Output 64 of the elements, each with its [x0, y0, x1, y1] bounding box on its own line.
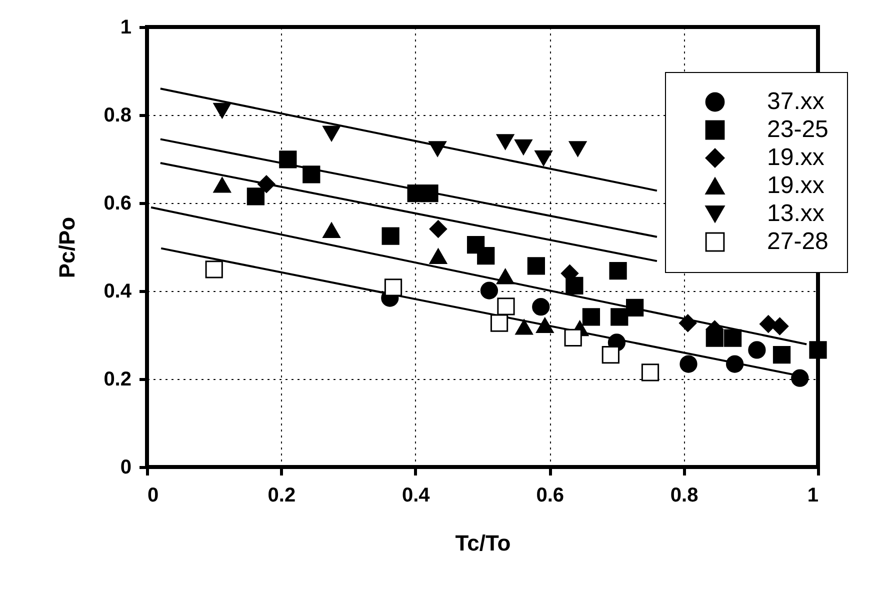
point	[564, 328, 582, 346]
y-tick-label: 0.4	[104, 280, 132, 302]
point	[213, 177, 231, 193]
point	[429, 248, 448, 264]
point	[490, 314, 508, 332]
x-tick-label: 0	[148, 484, 159, 506]
point	[382, 227, 400, 245]
legend-label: 27-28	[767, 228, 828, 255]
point	[497, 298, 515, 316]
legend-label: 13.xx	[767, 200, 824, 227]
point	[626, 298, 644, 317]
point	[566, 276, 584, 295]
point	[429, 220, 448, 238]
x-tick-label: 0.8	[670, 484, 698, 506]
x-tick-label: 0.2	[268, 484, 296, 506]
point	[809, 341, 827, 359]
y-tick-label: 0	[120, 456, 132, 478]
point	[582, 308, 600, 326]
point	[791, 369, 809, 387]
point	[515, 319, 533, 335]
point	[428, 141, 446, 157]
point	[679, 314, 697, 332]
y-tick-label: 0.2	[104, 368, 132, 390]
point	[420, 184, 438, 202]
legend-label: 19.xx	[767, 144, 824, 171]
point	[726, 355, 744, 373]
point	[568, 141, 587, 157]
point	[496, 134, 514, 150]
legend-label: 19.xx	[767, 172, 824, 199]
x-axis-title: Tc/To	[455, 530, 511, 556]
point	[772, 346, 791, 364]
point	[279, 150, 297, 168]
point	[536, 318, 554, 334]
point	[748, 341, 766, 359]
point	[609, 262, 627, 280]
point	[724, 329, 742, 347]
point	[680, 355, 698, 373]
point	[384, 278, 402, 296]
y-tick-label: 1	[120, 16, 132, 38]
point	[302, 166, 320, 184]
x-tick-label: 0.6	[536, 484, 564, 506]
point	[496, 268, 514, 284]
point	[322, 222, 340, 238]
point	[527, 257, 545, 275]
point	[534, 150, 552, 166]
point	[246, 188, 265, 206]
point	[514, 139, 532, 155]
point	[610, 308, 628, 326]
legend-label: 37.xx	[767, 88, 824, 115]
point	[602, 346, 620, 364]
point	[322, 126, 340, 142]
point	[205, 260, 223, 278]
point	[532, 298, 550, 316]
point	[480, 282, 498, 300]
x-tick-label: 1	[807, 484, 818, 506]
point	[477, 246, 495, 265]
y-tick-label: 0.8	[104, 104, 132, 126]
x-tick-label: 0.4	[402, 484, 431, 506]
point	[641, 364, 660, 382]
point	[213, 102, 231, 118]
y-axis-title: Pc/Po	[54, 216, 80, 278]
y-tick-label: 0.6	[104, 192, 132, 214]
point	[258, 175, 276, 193]
legend-label: 23-25	[767, 116, 828, 143]
